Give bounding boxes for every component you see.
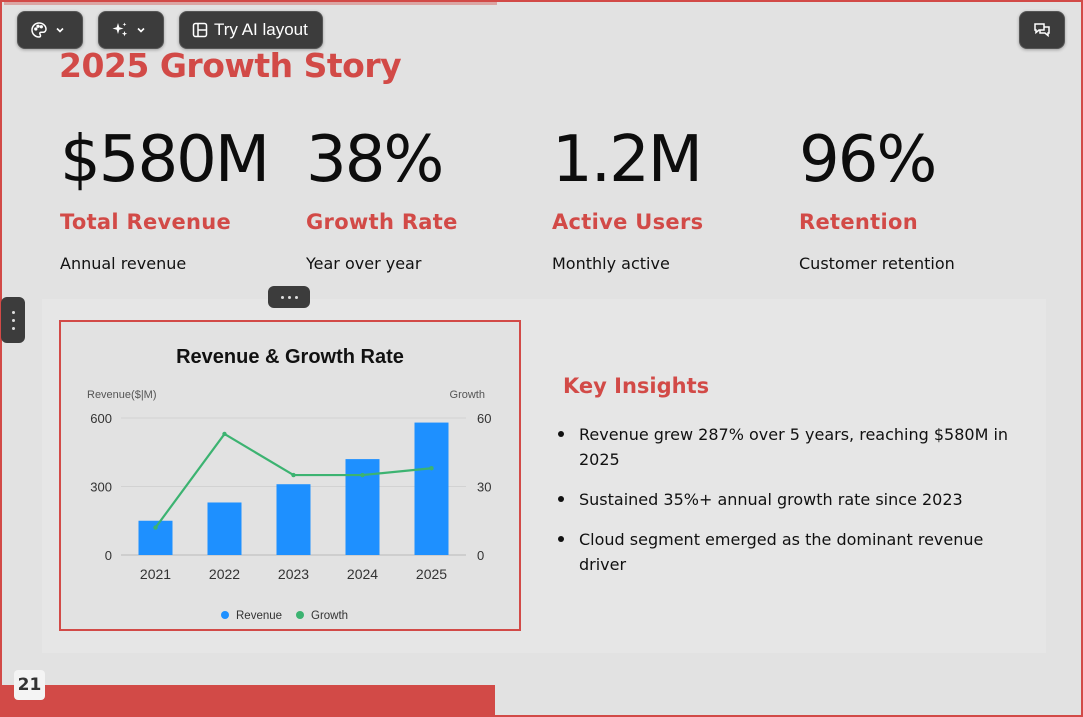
y2-tick-label: 0 [477, 548, 484, 563]
ai-menu-button[interactable] [98, 11, 164, 49]
y2-tick-label: 30 [477, 480, 491, 495]
y-tick-label: 300 [90, 480, 112, 495]
page-number-badge: 21 [14, 670, 45, 700]
y2-axis-label: Growth [450, 389, 485, 401]
block-drag-handle[interactable] [1, 297, 25, 343]
point-growth [153, 525, 158, 530]
stat-description: Customer retention [799, 254, 955, 273]
stat-active-users[interactable]: 1.2M Active Users Monthly active [552, 120, 792, 273]
insights-list[interactable]: Revenue grew 287% over 5 years, reaching… [557, 422, 1027, 592]
x-tick-label: 2024 [347, 566, 378, 582]
comments-button[interactable] [1019, 11, 1065, 49]
try-ai-layout-label: Try AI layout [214, 20, 308, 39]
x-tick-label: 2021 [140, 566, 171, 582]
bar-revenue [414, 422, 449, 555]
insights-title[interactable]: Key Insights [563, 374, 710, 398]
layout-icon [192, 22, 208, 38]
y-tick-label: 600 [90, 411, 112, 426]
stat-retention[interactable]: 96% Retention Customer retention [799, 120, 1039, 273]
bar-revenue [207, 502, 242, 555]
point-growth [429, 466, 434, 471]
stat-value: $580M [60, 123, 270, 197]
stat-label: Growth Rate [306, 210, 458, 234]
comment-icon [1033, 21, 1051, 39]
insight-item: Revenue grew 287% over 5 years, reaching… [557, 422, 1027, 472]
stat-description: Year over year [306, 254, 422, 273]
stat-description: Annual revenue [60, 254, 187, 273]
palette-icon [30, 21, 48, 39]
y2-tick-label: 60 [477, 411, 491, 426]
slide-title[interactable]: 2025 Growth Story [59, 46, 402, 85]
sparkle-icon [111, 21, 129, 39]
point-growth [291, 472, 296, 478]
legend-swatch-growth [296, 611, 304, 619]
x-tick-label: 2022 [209, 566, 240, 582]
stat-total-revenue[interactable]: $580M Total Revenue Annual revenue [60, 120, 300, 273]
revenue-growth-chart: Revenue & Growth Rate Revenue($|M) Growth 0… [87, 346, 491, 622]
point-growth [360, 472, 365, 478]
stat-value: 96% [799, 123, 937, 197]
insight-item: Sustained 35%+ annual growth rate since … [557, 487, 1027, 512]
stat-description: Monthly active [552, 254, 670, 273]
stat-label: Total Revenue [60, 210, 232, 234]
try-ai-layout-button[interactable]: Try AI layout [179, 11, 323, 49]
chevron-down-icon [135, 24, 147, 36]
bar-revenue [276, 484, 311, 555]
legend-swatch-revenue [221, 611, 229, 619]
stat-label: Retention [799, 210, 918, 234]
top-accent-bar [4, 2, 497, 5]
insight-item: Cloud segment emerged as the dominant re… [557, 527, 1027, 577]
chart-container[interactable]: Revenue & Growth Rate Revenue($|M) Growth 0… [59, 320, 521, 631]
legend-label-growth: Growth [311, 610, 348, 622]
point-growth [222, 431, 227, 437]
row-drag-handle[interactable] [268, 286, 310, 308]
chart-title: Revenue & Growth Rate [176, 346, 404, 368]
stat-value: 1.2M [552, 123, 703, 197]
chevron-down-icon [54, 24, 66, 36]
x-tick-label: 2023 [278, 566, 309, 582]
y-tick-label: 0 [105, 548, 112, 563]
stat-label: Active Users [552, 210, 704, 234]
bottom-accent-bar [2, 685, 495, 715]
theme-menu-button[interactable] [17, 11, 83, 49]
stat-growth-rate[interactable]: 38% Growth Rate Year over year [306, 120, 546, 273]
y-axis-label: Revenue($|M) [87, 389, 157, 401]
legend-label-revenue: Revenue [236, 610, 282, 622]
x-tick-label: 2025 [416, 566, 447, 582]
stat-value: 38% [306, 123, 444, 197]
